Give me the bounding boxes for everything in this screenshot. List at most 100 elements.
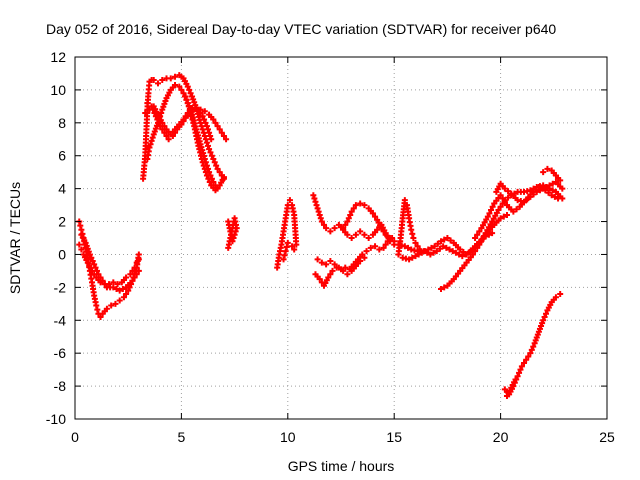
data-point: [412, 253, 419, 260]
data-point: [503, 211, 510, 218]
data-point: [284, 239, 291, 246]
data-point: [459, 253, 466, 260]
data-point: [329, 267, 336, 274]
data-point: [310, 192, 317, 199]
data-point: [472, 235, 479, 241]
data-point: [155, 119, 162, 126]
data-point: [527, 193, 534, 200]
data-point: [108, 302, 115, 309]
data-point: [205, 142, 211, 149]
data-point: [214, 165, 221, 172]
data-point: [167, 75, 174, 82]
data-point: [557, 177, 564, 184]
data-point: [213, 162, 220, 169]
data-point: [323, 225, 330, 232]
data-point: [101, 281, 108, 288]
x-tick-label: 0: [71, 429, 79, 445]
data-point: [154, 116, 161, 123]
data-point: [144, 100, 151, 107]
data-point: [120, 294, 127, 301]
data-point: [86, 251, 93, 258]
data-point: [161, 129, 168, 136]
data-point: [516, 369, 523, 376]
data-point: [198, 123, 205, 130]
data-point: [113, 286, 120, 293]
data-point: [430, 249, 437, 256]
data-point: [452, 249, 459, 256]
data-point: [123, 274, 130, 281]
data-point: [344, 218, 351, 225]
data-point: [405, 244, 412, 251]
data-point: [327, 228, 334, 235]
data-point: [163, 132, 170, 139]
data-point: [135, 256, 142, 263]
data-point: [463, 251, 470, 258]
data-point: [372, 243, 379, 250]
data-point: [184, 100, 191, 107]
y-tick-label: 8: [58, 115, 66, 131]
y-tick-label: -8: [54, 378, 67, 394]
data-point: [342, 221, 349, 228]
data-point: [180, 118, 187, 125]
data-point: [489, 203, 496, 210]
data-point: [220, 174, 227, 181]
data-point: [441, 236, 448, 243]
data-point: [500, 213, 507, 220]
data-point: [540, 185, 547, 192]
data-point: [348, 208, 355, 215]
y-tick-label: -2: [54, 279, 67, 295]
data-point: [154, 80, 161, 87]
data-point: [523, 356, 530, 363]
data-point: [318, 259, 325, 266]
plot-frame: [74, 56, 608, 420]
data-point: [344, 271, 351, 278]
data-point: [501, 185, 508, 192]
data-point: [380, 244, 387, 251]
data-point: [150, 106, 157, 113]
data-point: [207, 149, 214, 156]
data-point: [513, 206, 520, 213]
y-tick-label: 0: [58, 246, 66, 262]
data-point: [340, 267, 347, 274]
data-point: [232, 228, 239, 235]
data-point: [543, 183, 550, 190]
data-point: [129, 267, 136, 274]
data-point: [409, 254, 416, 261]
data-point: [202, 169, 209, 176]
data-point: [457, 246, 464, 253]
data-point: [512, 376, 519, 383]
data-point: [133, 259, 140, 266]
data-point: [433, 248, 440, 255]
data-point: [89, 258, 96, 265]
data-point: [466, 248, 473, 255]
data-point: [293, 241, 300, 248]
data-point: [313, 202, 320, 209]
x-tick-label: 15: [386, 429, 402, 445]
data-point: [431, 243, 438, 250]
data-point: [474, 244, 481, 251]
data-point: [485, 231, 492, 238]
data-point: [314, 256, 321, 263]
data-point: [76, 241, 83, 248]
data-point: [384, 238, 391, 245]
data-point: [559, 185, 566, 192]
data-point: [178, 121, 185, 128]
data-point: [488, 207, 495, 214]
data-point: [325, 274, 332, 281]
data-point: [77, 222, 84, 229]
data-point: [129, 277, 136, 284]
data-point: [206, 146, 213, 153]
data-point: [533, 188, 540, 195]
data-point: [93, 302, 100, 309]
data-point: [521, 360, 528, 367]
data-point: [172, 81, 179, 88]
data-point: [499, 195, 506, 202]
data-point: [95, 271, 102, 278]
data-point: [199, 126, 206, 133]
data-point: [142, 109, 149, 116]
x-tick-label: 20: [493, 429, 509, 445]
data-point: [501, 198, 508, 205]
data-point: [549, 180, 556, 187]
data-point: [187, 90, 194, 97]
data-point: [369, 210, 376, 217]
